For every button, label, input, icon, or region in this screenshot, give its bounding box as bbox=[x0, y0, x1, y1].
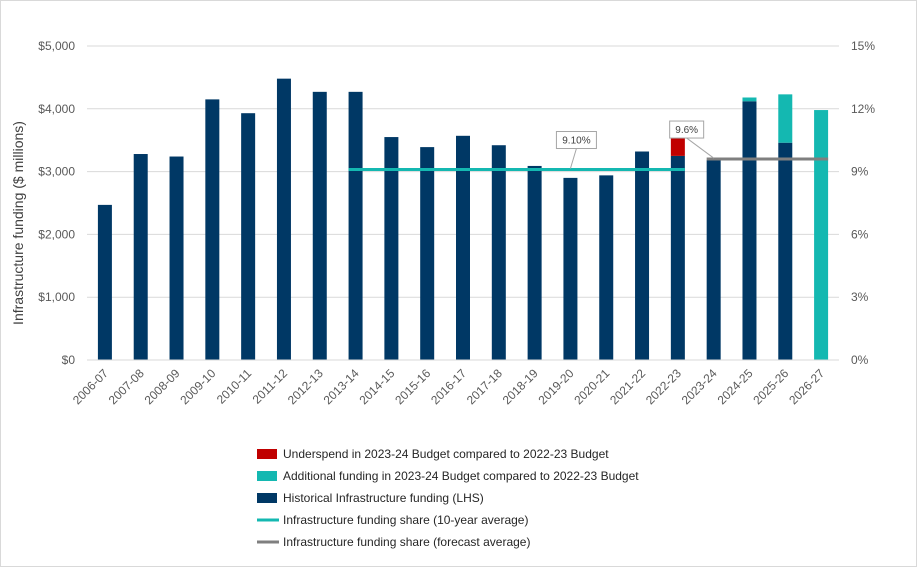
callout-leader bbox=[686, 137, 714, 159]
x-tick-label: 2022-23 bbox=[643, 366, 684, 407]
x-tick-label: 2020-21 bbox=[571, 366, 612, 407]
legend-swatch bbox=[257, 493, 277, 503]
x-tick-label: 2010-11 bbox=[214, 366, 255, 407]
callout-box bbox=[669, 120, 705, 139]
x-tick-label: 2026-27 bbox=[786, 366, 827, 407]
y-tick-label: $5,000 bbox=[38, 39, 75, 53]
callout-label: 9.6% bbox=[675, 125, 698, 136]
bar-historical bbox=[491, 145, 506, 360]
bar-historical bbox=[312, 91, 327, 361]
bar-historical bbox=[205, 99, 220, 360]
x-tick-label: 2015-16 bbox=[392, 366, 433, 407]
y2-tick-label: 12% bbox=[851, 102, 875, 116]
bar-historical bbox=[527, 165, 542, 360]
bar-historical bbox=[169, 156, 184, 360]
x-tick-label: 2023-24 bbox=[679, 366, 720, 407]
bar-historical bbox=[563, 177, 578, 360]
bar-historical bbox=[670, 155, 685, 360]
bar-historical bbox=[706, 160, 721, 360]
y2-tick-label: 0% bbox=[851, 353, 869, 367]
x-tick-label: 2017-18 bbox=[464, 366, 505, 407]
callout-leader bbox=[569, 148, 577, 169]
bar-additional bbox=[778, 94, 793, 143]
legend-swatch bbox=[257, 449, 277, 459]
bar-historical bbox=[133, 154, 148, 360]
x-tick-label: 2013-14 bbox=[321, 366, 362, 407]
bar-historical bbox=[276, 78, 291, 360]
callout-box bbox=[555, 131, 597, 150]
y2-tick-label: 15% bbox=[851, 39, 875, 53]
y2-tick-label: 6% bbox=[851, 227, 869, 241]
bar-historical bbox=[778, 142, 793, 360]
y-tick-label: $0 bbox=[62, 353, 76, 367]
bar-historical bbox=[241, 113, 256, 360]
bar-historical bbox=[348, 91, 363, 361]
x-tick-label: 2019-20 bbox=[536, 366, 577, 407]
y2-tick-label: 3% bbox=[851, 290, 869, 304]
x-tick-label: 2009-10 bbox=[177, 366, 218, 407]
x-tick-label: 2007-08 bbox=[106, 366, 147, 407]
legend-item-label: Infrastructure funding share (forecast a… bbox=[283, 535, 530, 549]
bar-historical bbox=[420, 147, 435, 360]
x-tick-label: 2018-19 bbox=[500, 366, 541, 407]
y-tick-label: $1,000 bbox=[38, 290, 75, 304]
bar-historical bbox=[97, 204, 112, 360]
x-tick-label: 2011-12 bbox=[250, 366, 291, 407]
y-tick-label: $3,000 bbox=[38, 165, 75, 179]
bar-historical bbox=[384, 137, 399, 360]
bar-historical bbox=[599, 175, 614, 360]
y2-tick-label: 9% bbox=[851, 165, 869, 179]
bar-historical bbox=[456, 135, 470, 360]
legend-swatch bbox=[257, 471, 277, 481]
y-tick-label: $2,000 bbox=[38, 227, 75, 241]
y-axis-title: Infrastructure funding ($ millions) bbox=[10, 121, 26, 325]
legend-item-label: Infrastructure funding share (10-year av… bbox=[283, 513, 528, 527]
x-tick-label: 2014-15 bbox=[356, 366, 397, 407]
y-tick-label: $4,000 bbox=[38, 102, 75, 116]
legend-item-label: Additional funding in 2023-24 Budget com… bbox=[283, 469, 639, 483]
bar-historical bbox=[635, 151, 650, 360]
bar-historical bbox=[742, 101, 757, 360]
x-tick-label: 2016-17 bbox=[428, 366, 469, 407]
legend-item-label: Historical Infrastructure funding (LHS) bbox=[283, 491, 484, 505]
bar-additional bbox=[742, 97, 757, 102]
bar-additional bbox=[814, 110, 829, 360]
x-tick-label: 2012-13 bbox=[285, 366, 326, 407]
x-tick-label: 2008-09 bbox=[142, 366, 183, 407]
x-tick-label: 2025-26 bbox=[750, 366, 791, 407]
legend-item-label: Underspend in 2023-24 Budget compared to… bbox=[283, 447, 609, 461]
callout-label: 9.10% bbox=[562, 136, 590, 147]
x-tick-label: 2024-25 bbox=[715, 366, 756, 407]
x-tick-label: 2006-07 bbox=[70, 366, 111, 407]
x-tick-label: 2021-22 bbox=[607, 366, 648, 407]
